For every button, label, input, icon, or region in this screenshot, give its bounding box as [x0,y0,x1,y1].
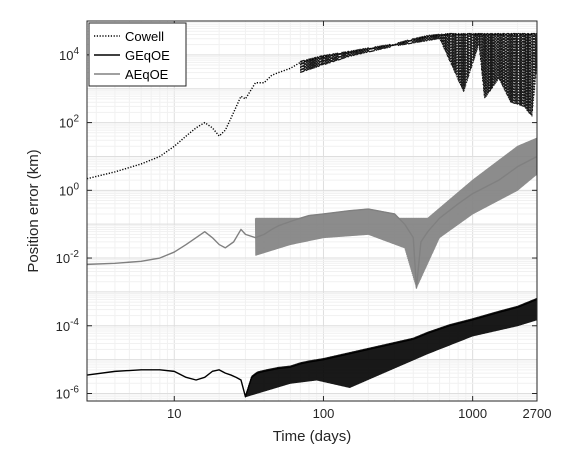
series-oscillation-geqoe [244,298,538,398]
series-oscillation-aeqoe [254,137,538,289]
plot-frame [86,20,538,402]
x-tick-label: 1000 [458,406,487,421]
x-tick-label: 2700 [523,406,552,421]
legend-label-aeqoe: AEqOE [125,67,169,82]
y-tick-label: 10-2 [56,249,80,266]
legend-label-geqoe: GEqOE [125,48,170,63]
y-tick-label: 100 [59,181,79,198]
y-tick-label: 104 [59,46,79,63]
x-tick-label: 100 [313,406,335,421]
ticks [87,21,538,401]
y-tick-label: 102 [59,114,79,131]
x-axis-title: Time (days) [273,428,352,445]
x-tick-label: 10 [167,406,181,421]
y-axis-title: Position error (km) [25,149,42,272]
series-cowell [86,32,538,180]
tick-labels: 10 100 1000 2700 10-6 10-4 10-2 100 102 104 [56,46,552,421]
series-line-cowell [86,33,537,180]
legend: Cowell GEqOE AEqOE [88,22,187,87]
y-tick-label: 10-4 [56,317,80,334]
series-geqoe [86,298,538,398]
y-tick-label: 10-6 [56,384,80,401]
series-layer [86,32,538,398]
legend-label-cowell: Cowell [125,29,164,44]
series-aeqoe [86,137,538,289]
